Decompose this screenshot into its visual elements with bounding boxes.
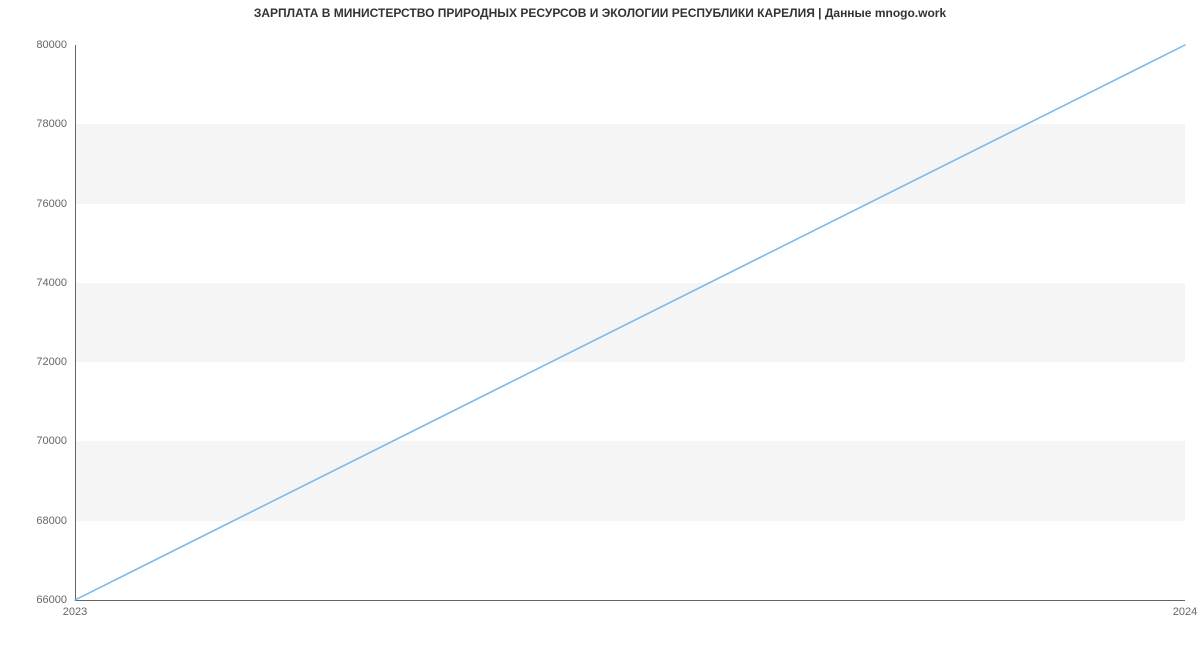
plot-area: 6600068000700007200074000760007800080000…: [75, 45, 1185, 600]
y-tick-label: 68000: [36, 515, 67, 527]
x-tick-label: 2024: [1173, 606, 1197, 618]
series-line-salary: [75, 45, 1185, 600]
y-tick-label: 74000: [36, 277, 67, 289]
chart-title: ЗАРПЛАТА В МИНИСТЕРСТВО ПРИРОДНЫХ РЕСУРС…: [0, 6, 1200, 20]
y-tick-label: 80000: [36, 39, 67, 51]
salary-line-chart: ЗАРПЛАТА В МИНИСТЕРСТВО ПРИРОДНЫХ РЕСУРС…: [0, 0, 1200, 650]
y-tick-label: 72000: [36, 356, 67, 368]
x-axis-line: [75, 600, 1185, 601]
y-tick-label: 78000: [36, 118, 67, 130]
y-tick-label: 70000: [36, 435, 67, 447]
series-layer: [75, 45, 1185, 600]
y-tick-label: 66000: [36, 594, 67, 606]
y-tick-label: 76000: [36, 198, 67, 210]
x-tick-label: 2023: [63, 606, 87, 618]
